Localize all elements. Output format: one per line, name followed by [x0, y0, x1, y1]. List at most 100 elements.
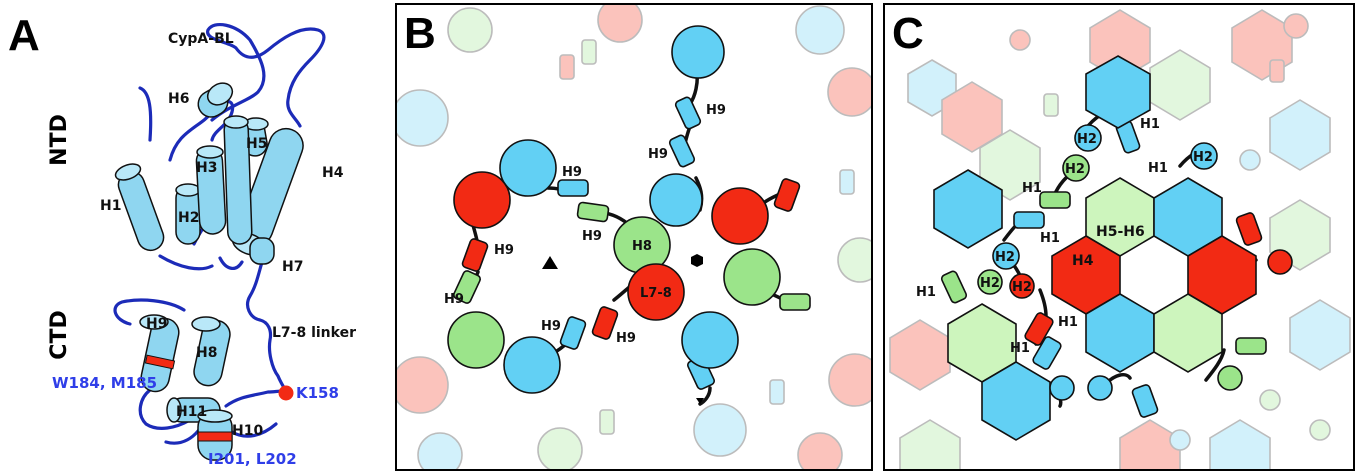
c-helix-green-left [1039, 191, 1071, 209]
b-domain-blue-upperleft [499, 139, 557, 197]
b-helix-h9-bottom-blue [559, 316, 587, 350]
c-label-h1-b: H1 [1148, 161, 1168, 176]
c-h2-blue-left [992, 242, 1020, 270]
b-label-l78: L7-8 [640, 286, 672, 301]
c-h2-blue-bottom-a [1049, 375, 1075, 401]
c-h2-blue-right [1190, 142, 1218, 170]
ntd-label: NTD [47, 114, 72, 166]
helix-h1 [114, 163, 165, 252]
b-helix-h9-top-a [674, 96, 702, 130]
b-helix-red-right [773, 178, 801, 212]
c-label-h1-g: H1 [1010, 341, 1030, 356]
b-domain-blue-lowercenter [681, 311, 739, 369]
b-domain-red-left [453, 171, 511, 229]
backbone-ctd [113, 260, 288, 445]
b-domain-green-left [447, 311, 505, 369]
b-label-h9-b: H9 [648, 147, 668, 162]
b-label-h9-c: H9 [562, 165, 582, 180]
k158-marker [278, 385, 294, 401]
c-hex-blue-bottom [981, 361, 1051, 441]
helix-h9 [139, 314, 180, 393]
b-helix-h9-upper [557, 179, 589, 197]
b-helix-green-right [779, 293, 811, 311]
c-helix-red-right [1235, 212, 1263, 246]
c-h2-green-left [977, 269, 1003, 295]
label-h8: H8 [196, 345, 217, 361]
panel-b-letter: B [404, 9, 436, 58]
b-label-h9-a: H9 [706, 103, 726, 118]
b-label-h9-d: H9 [582, 229, 602, 244]
label-h11: H11 [176, 404, 207, 420]
residue-i201-label: I201, L202 [208, 450, 297, 468]
linker-label: L7-8 linker [272, 325, 356, 341]
c-h2-green-upper [1062, 154, 1090, 182]
sixfold-axis-icon [691, 254, 703, 267]
panel-c: H2 H2 H2 H2 H2 H2 H1 H1 H1 H1 H1 H1 H1 H… [883, 3, 1355, 471]
b-helix-h9-bottom-red [591, 306, 619, 340]
label-h4: H4 [322, 165, 344, 181]
cypa-bl-label: CypA-BL [168, 31, 234, 47]
b-helix-h9-left-red [461, 238, 489, 272]
c-h2-red [1009, 273, 1035, 299]
helix-h7-b [249, 237, 275, 265]
b-helix-h9-top-b [668, 134, 696, 168]
b-label-h8: H8 [632, 239, 652, 254]
c-hex-green-lower-right [1153, 293, 1223, 373]
label-h9: H9 [146, 316, 167, 332]
panel-b: H9 H9 H9 H9 H9 H9 H9 H9 H8 L7-8 B [395, 3, 873, 471]
helix-h8 [191, 316, 231, 387]
c-helix-blue-bottom [1032, 336, 1062, 370]
b-arrow-icon [696, 398, 704, 404]
b-label-h9-h: H9 [616, 331, 636, 346]
label-h6: H6 [168, 91, 189, 107]
c-label-h2-f: H2 [1012, 280, 1032, 295]
b-domain-blue-bottom [503, 336, 561, 394]
b-domain-green-right [723, 248, 781, 306]
label-h2: H2 [178, 210, 199, 226]
c-label-h1-f: H1 [1058, 315, 1078, 330]
c-helix-blue-left [1013, 211, 1045, 229]
c-label-h2-c: H2 [1065, 162, 1085, 177]
b-label-h9-f: H9 [444, 292, 464, 307]
c-hex-blue-top [1085, 55, 1151, 129]
b-domain-red-l78 [627, 263, 685, 321]
c-h2-green-bottom [1217, 365, 1243, 391]
helix-h7-a [223, 115, 253, 245]
helix-h6 [197, 82, 234, 118]
c-label-h2-b: H2 [1193, 150, 1213, 165]
b-helix-h9-left-green [453, 270, 481, 304]
c-label-h1-c: H1 [1022, 181, 1042, 196]
c-helix-blue-lower [1131, 384, 1159, 418]
c-h2-red-right [1267, 249, 1293, 275]
c-helix-green-far-left [940, 270, 968, 304]
residue-k158-label: K158 [296, 384, 339, 402]
c-label-h2-a: H2 [1077, 132, 1097, 147]
c-label-h4: H4 [1072, 253, 1094, 269]
panel-a: A NTD CTD [8, 11, 356, 468]
c-label-h2-e: H2 [980, 276, 1000, 291]
panel-a-letter: A [8, 11, 40, 60]
label-h10: H10 [232, 423, 263, 439]
label-h7: H7 [282, 259, 303, 275]
b-label-h9-g: H9 [541, 319, 561, 334]
b-label-h9-e: H9 [494, 243, 514, 258]
residue-w184-label: W184, M185 [52, 374, 157, 392]
c-h2-blue-bottom-b [1087, 375, 1113, 401]
label-h1: H1 [100, 198, 121, 214]
label-h3: H3 [196, 160, 217, 176]
b-domain-blue-top [671, 25, 725, 79]
c-label-h1-a: H1 [1140, 117, 1160, 132]
c-label-h1-e: H1 [916, 285, 936, 300]
b-domain-blue-center [649, 173, 703, 227]
label-h5: H5 [246, 136, 267, 152]
c-hex-blue-left [933, 169, 1003, 249]
ctd-label: CTD [47, 310, 72, 359]
b-domain-red-right [711, 187, 769, 245]
c-helix-green-lower-right [1235, 337, 1267, 355]
helix-h2 [175, 183, 201, 245]
c-label-h1-d: H1 [1040, 231, 1060, 246]
panel-b-background-lattice [397, 5, 871, 469]
b-helix-h8-upper [576, 201, 610, 223]
c-helix-red-bottom [1024, 312, 1054, 346]
